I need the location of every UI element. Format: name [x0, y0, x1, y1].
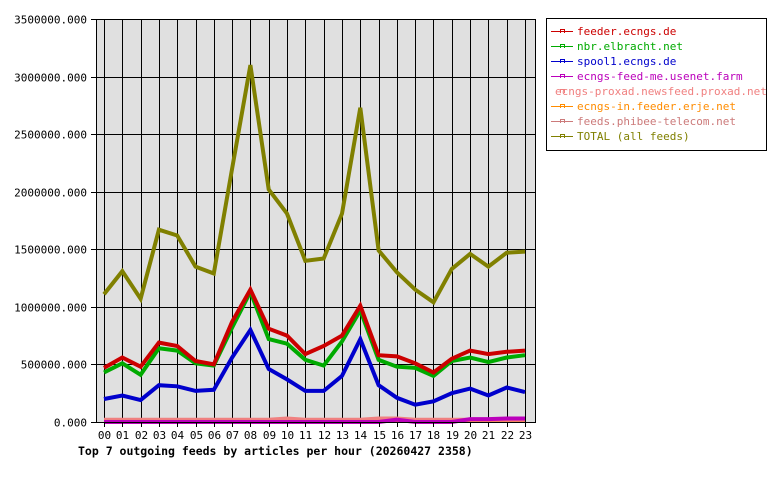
x-tick-label: 22	[501, 429, 514, 442]
x-tick-label: 23	[519, 429, 532, 442]
x-tick-label: 05	[190, 429, 203, 442]
legend-item: TOTAL (all feeds)	[547, 129, 766, 144]
x-tick-label: 16	[391, 429, 404, 442]
y-tick-label: 2500000.000	[14, 129, 87, 142]
y-tick-label: 3500000.000	[14, 14, 87, 27]
y-tick-label: 1500000.000	[14, 244, 87, 257]
series-line	[103, 285, 526, 375]
x-tick-label: 13	[336, 429, 349, 442]
legend-item: spool1.ecngs.de	[547, 54, 766, 69]
y-tick-label: 2000000.000	[14, 187, 87, 200]
legend: feeder.ecngs.de nbr.elbracht.net spool1.…	[546, 18, 767, 151]
line-swatch-icon	[551, 27, 573, 36]
series-line	[103, 287, 526, 379]
data-series	[102, 64, 526, 424]
x-tick-label: 09	[263, 429, 276, 442]
legend-label: spool1.ecngs.de	[577, 55, 677, 68]
x-tick-label: 12	[318, 429, 331, 442]
chart-title: Top 7 outgoing feeds by articles per hou…	[78, 444, 473, 458]
line-swatch-icon	[551, 72, 573, 81]
legend-item: feeder.ecngs.de	[547, 24, 766, 39]
x-tick-label: 21	[482, 429, 495, 442]
y-tick-label: 500000.000	[21, 359, 87, 372]
x-tick-label: 20	[464, 429, 477, 442]
legend-label: ecngs-in.feeder.erje.net	[577, 100, 736, 113]
series-line	[103, 325, 526, 407]
x-tick-label: 08	[244, 429, 257, 442]
x-tick-label: 18	[427, 429, 440, 442]
line-swatch-icon	[551, 42, 573, 51]
line-swatch-icon	[551, 57, 573, 66]
legend-label: ecngs-feed-me.usenet.farm	[577, 70, 743, 83]
y-tick-label: 0.000	[54, 417, 87, 430]
x-tick-label: 02	[135, 429, 148, 442]
line-swatch-icon	[551, 132, 573, 141]
x-tick-label: 11	[299, 429, 312, 442]
legend-item: ecngs-feed-me.usenet.farm	[547, 69, 766, 84]
series-line	[102, 64, 526, 306]
x-tick-label: 10	[281, 429, 294, 442]
line-swatch-icon	[551, 102, 573, 111]
line-swatch-icon	[551, 117, 573, 126]
x-tick-label: 07	[226, 429, 239, 442]
legend-label: TOTAL (all feeds)	[577, 130, 690, 143]
legend-label: feeder.ecngs.de	[577, 25, 677, 38]
legend-item: feeds.phibee-telecom.net	[547, 114, 766, 129]
legend-item: ecngs-proxad.newsfeed.proxad.net	[547, 84, 767, 99]
x-tick-label: 00	[98, 429, 111, 442]
y-tick-label: 3000000.000	[14, 72, 87, 85]
x-tick-label: 06	[208, 429, 221, 442]
x-tick-label: 14	[354, 429, 368, 442]
axes: 0.000500000.0001000000.0001500000.000200…	[14, 14, 536, 442]
x-tick-label: 19	[446, 429, 459, 442]
legend-label: ecngs-proxad.newsfeed.proxad.net	[555, 85, 767, 98]
legend-label: nbr.elbracht.net	[577, 40, 683, 53]
x-tick-label: 17	[409, 429, 422, 442]
x-tick-label: 04	[171, 429, 185, 442]
legend-label: feeds.phibee-telecom.net	[577, 115, 736, 128]
legend-item: nbr.elbracht.net	[547, 39, 766, 54]
legend-item: ecngs-in.feeder.erje.net	[547, 99, 766, 114]
x-tick-label: 15	[373, 429, 386, 442]
x-tick-label: 01	[116, 429, 129, 442]
y-tick-label: 1000000.000	[14, 302, 87, 315]
x-tick-label: 03	[153, 429, 166, 442]
grid-lines	[91, 19, 536, 423]
